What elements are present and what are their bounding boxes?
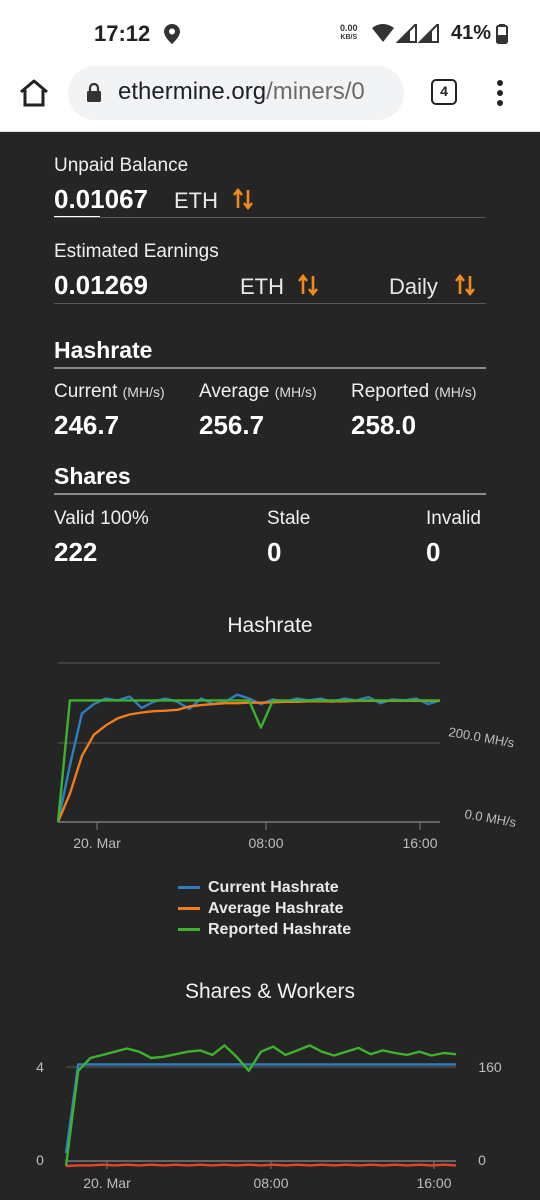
shares-line [64, 1044, 457, 1167]
reported-hashrate-value: 258.0 [351, 410, 417, 440]
swap-unit-icon[interactable] [232, 188, 254, 210]
url-domain: ethermine.org [118, 78, 267, 105]
hashrate-chart: 20. Mar 08:00 16:00 200.0 MH/s 0.0 MH/s [56, 662, 518, 851]
stale-shares-line [65, 1163, 457, 1168]
x-tick-label: 20. Mar [73, 835, 121, 851]
wifi-signal-icon [372, 24, 439, 43]
miner-dashboard: Unpaid Balance 0.01067 ETH Estimated Ear… [0, 132, 540, 1200]
legend-label: Average Hashrate [208, 899, 344, 917]
divider [54, 367, 486, 369]
y-tick-label: 0.0 MH/s [463, 806, 517, 830]
lock-icon [87, 83, 101, 102]
legend-swatch [178, 928, 200, 931]
current-label-text: Current [54, 381, 118, 402]
hashrate-section-title: Hashrate [54, 337, 153, 363]
net-speed-unit: KB/S [340, 34, 358, 41]
estimated-earnings-value: 0.01269 [54, 270, 148, 300]
battery-percent: 41% [451, 22, 492, 44]
estimated-earnings-label: Estimated Earnings [54, 241, 219, 262]
status-bar: 17:12 0.00 KB/S 41% [0, 0, 540, 64]
battery-icon [496, 24, 508, 44]
legend-swatch [178, 886, 200, 889]
url-path: /miners/0 [266, 78, 365, 105]
swap-period-icon[interactable] [454, 274, 476, 296]
divider [54, 217, 486, 218]
address-bar[interactable]: ethermine.org/miners/0 [68, 66, 404, 120]
current-hashrate-line [56, 693, 441, 823]
hashrate-chart-title: Hashrate [227, 614, 313, 637]
invalid-shares-value: 0 [426, 537, 441, 567]
legend-label: Current Hashrate [208, 878, 339, 896]
y-right-tick-label: 0 [478, 1152, 486, 1168]
valid-shares-label: Valid 100% [54, 508, 149, 529]
y-left-tick-label: 4 [36, 1059, 44, 1075]
average-hashrate-label: Average (MH/s) [199, 381, 317, 403]
net-speed: 0.00 KB/S [340, 24, 358, 42]
average-label-text: Average [199, 381, 270, 402]
x-tick-label: 16:00 [416, 1175, 451, 1191]
x-tick-label: 16:00 [402, 835, 437, 851]
tab-switcher-button[interactable]: 4 [431, 79, 457, 105]
stale-shares-label: Stale [267, 508, 311, 529]
y-tick-label: 200.0 MH/s [447, 724, 516, 750]
reported-label-text: Reported [351, 381, 430, 402]
hashrate-unit: (MH/s) [274, 384, 317, 400]
divider [54, 493, 486, 495]
location-icon [164, 24, 180, 44]
current-hashrate-value: 246.7 [54, 410, 120, 440]
x-tick-label: 20. Mar [83, 1175, 131, 1191]
legend-swatch [178, 907, 200, 910]
menu-icon[interactable] [490, 78, 510, 108]
url-text: ethermine.org/miners/0 [118, 78, 365, 106]
hashrate-unit: (MH/s) [122, 384, 165, 400]
swap-unit-icon[interactable] [297, 274, 319, 296]
y-left-tick-label: 0 [36, 1152, 44, 1168]
x-tick-label: 08:00 [248, 835, 283, 851]
shares-workers-chart-title: Shares & Workers [185, 980, 355, 1003]
invalid-shares-label: Invalid [426, 508, 481, 529]
y-right-tick-label: 160 [478, 1059, 502, 1075]
net-speed-value: 0.00 [340, 23, 358, 33]
estimated-earnings-unit: ETH [240, 274, 284, 299]
legend-label: Reported Hashrate [208, 920, 352, 938]
workers-line [64, 1063, 456, 1154]
x-tick-label: 08:00 [253, 1175, 288, 1191]
legend-current[interactable]: Current Hashrate [178, 877, 351, 898]
valid-shares-value: 222 [54, 537, 98, 567]
hashrate-legend: Current Hashrate Average Hashrate Report… [178, 877, 351, 940]
reported-hashrate-line [56, 699, 440, 823]
unpaid-balance-unit: ETH [174, 188, 218, 213]
status-time: 17:12 [94, 21, 151, 46]
average-hashrate-line [56, 699, 440, 823]
earnings-period[interactable]: Daily [389, 274, 438, 299]
divider [54, 303, 486, 304]
current-hashrate-label: Current (MH/s) [54, 381, 165, 403]
shares-workers-chart: 4 0 160 0 20. Mar 08:00 16:00 [36, 1044, 502, 1191]
shares-section-title: Shares [54, 463, 131, 489]
home-icon[interactable] [18, 78, 50, 108]
hashrate-unit: (MH/s) [434, 384, 477, 400]
unpaid-balance-value: 0.01067 [54, 184, 148, 214]
browser-toolbar: ethermine.org/miners/0 4 [0, 64, 540, 132]
legend-reported[interactable]: Reported Hashrate [178, 919, 351, 940]
unpaid-balance-label: Unpaid Balance [54, 155, 189, 176]
reported-hashrate-label: Reported (MH/s) [351, 381, 476, 403]
stale-shares-value: 0 [267, 537, 282, 567]
legend-average[interactable]: Average Hashrate [178, 898, 351, 919]
average-hashrate-value: 256.7 [199, 410, 265, 440]
